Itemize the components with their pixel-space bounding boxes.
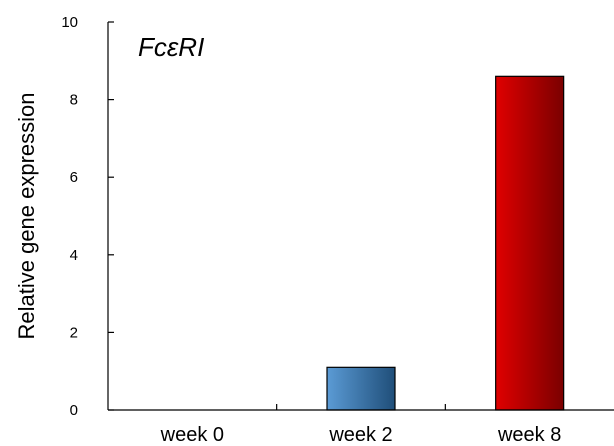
y-tick-label: 6 <box>70 169 78 186</box>
x-tick-label: week 8 <box>497 424 561 446</box>
y-tick-label: 2 <box>70 324 78 341</box>
y-axis-title: Relative gene expression <box>14 92 39 339</box>
chart-title: FcεRI <box>138 32 204 62</box>
x-tick-label: week 2 <box>328 424 392 446</box>
y-tick-label: 10 <box>61 14 78 31</box>
y-tick-label: 4 <box>70 247 78 264</box>
y-tick-label: 0 <box>70 402 78 419</box>
x-tick-label: week 0 <box>160 424 224 446</box>
bars <box>326 75 565 411</box>
y-axis: 0 2 4 6 8 10 <box>61 14 114 419</box>
bar-week-8 <box>495 75 565 411</box>
y-tick-label: 8 <box>70 92 78 109</box>
x-axis: week 0 week 2 week 8 <box>160 404 561 446</box>
bar-week-2 <box>326 366 396 411</box>
